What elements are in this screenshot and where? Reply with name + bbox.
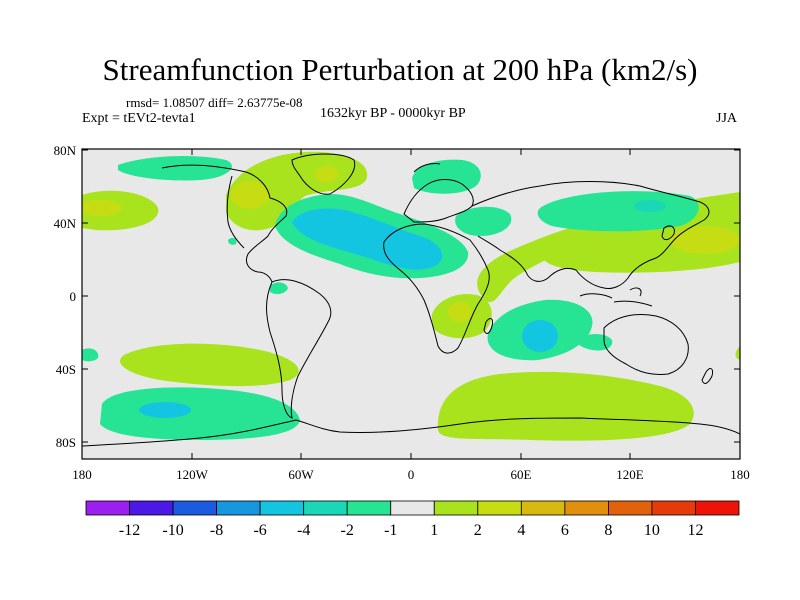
lon-label-60w: 60W [288, 467, 314, 482]
coast-europe [403, 163, 474, 223]
positive-core-west-pacific [670, 226, 740, 254]
colorbar-label: 10 [644, 522, 660, 539]
colorbar-label: -4 [297, 522, 310, 539]
colorbar-swatch-10 [520, 500, 566, 516]
coast-north-america [161, 164, 288, 283]
coast-australia [603, 314, 689, 375]
lat-label-40s: 40S [56, 362, 76, 377]
colorbar-swatch-14 [695, 500, 740, 516]
positive-field-south-pacific [120, 343, 299, 387]
latitude-labels: 80N 40N 0 40S 80S [54, 143, 77, 450]
coast-asia [471, 181, 710, 289]
colorbar-swatch-12 [608, 500, 653, 516]
season-label: JJA [716, 111, 738, 126]
positive-field-north-atlantic-arc [477, 221, 606, 303]
colorbar-swatch-3 [216, 500, 261, 516]
colorbar-label: -2 [341, 522, 354, 539]
lat-label-80n: 80N [54, 143, 77, 158]
coast-new-zealand [701, 368, 713, 384]
positive-core-north-pacific [82, 200, 122, 216]
lat-label-0: 0 [70, 289, 77, 304]
period-label: 1632kyr BP - 0000kyr BP [320, 106, 466, 121]
negative-field-south-atlantic [82, 348, 99, 362]
colorbar-swatch-13 [651, 500, 696, 516]
colorbar-label: -1 [384, 522, 397, 539]
colorbar-swatch-5 [303, 500, 348, 516]
page-title: Streamfunction Perturbation at 200 hPa (… [102, 52, 698, 87]
colorbar: -12 -10 -8 -6 -4 -2 -1 1 2 4 6 8 10 12 [85, 500, 740, 539]
lon-label-180e: 180 [730, 467, 750, 482]
colorbar-label: -12 [119, 522, 140, 539]
colorbar-label: -8 [210, 522, 223, 539]
negative-field-caribbean [228, 237, 237, 245]
coast-antarctica [82, 417, 740, 447]
coast-greenland [291, 153, 356, 195]
positive-field-east-south-pacific [735, 346, 740, 360]
colorbar-label: 4 [517, 522, 525, 539]
colorbar-swatch-0 [85, 500, 130, 516]
negative-core-south-indian [522, 320, 558, 352]
positive-core-africa [448, 302, 472, 322]
negative-field-patagonia [270, 282, 288, 295]
colorbar-label: 12 [687, 522, 703, 539]
positive-field-southern-ocean [437, 371, 694, 441]
stats-text: rmsd= 1.08507 diff= 2.63775e-08 [126, 95, 303, 110]
coast-africa [383, 223, 490, 354]
coast-indonesia [579, 287, 653, 307]
negative-core-southern-pacific [139, 402, 191, 418]
axis-ticks [81, 149, 741, 459]
colorbar-label: 2 [474, 522, 482, 539]
negative-field-eurasia-mid [455, 206, 512, 236]
positive-core-greenland [315, 166, 339, 182]
contour-fields [82, 151, 740, 441]
longitude-labels: 180 120W 60W 0 60E 120E 180 [72, 467, 750, 482]
colorbar-swatch-8 [433, 500, 479, 516]
lon-label-60e: 60E [511, 467, 532, 482]
negative-core-atlantic [292, 208, 443, 270]
negative-field-southern-pacific [100, 387, 300, 440]
colorbar-swatch-1 [129, 500, 174, 516]
colorbar-swatch-11 [564, 500, 609, 516]
coast-japan [661, 225, 675, 241]
colorbar-label: -6 [253, 522, 266, 539]
lat-label-40n: 40N [54, 216, 77, 231]
colorbar-swatch-7 [390, 500, 435, 516]
lon-label-120e: 120E [616, 467, 644, 482]
colorbar-swatch-4 [259, 500, 305, 516]
colorbar-swatch-2 [172, 500, 217, 516]
colorbar-label: 1 [430, 522, 438, 539]
lat-label-80s: 80S [56, 435, 76, 450]
positive-core-north-america [230, 181, 270, 209]
colorbar-label: 6 [561, 522, 569, 539]
lon-label-180w: 180 [72, 467, 92, 482]
lon-label-120w: 120W [176, 467, 209, 482]
coast-madagascar [483, 318, 493, 334]
colorbar-swatch-6 [346, 500, 392, 516]
lon-label-0: 0 [408, 467, 415, 482]
colorbar-swatch-9 [477, 500, 522, 516]
coastlines [82, 153, 740, 447]
coast-south-america [266, 279, 332, 419]
colorbar-label: -10 [162, 522, 183, 539]
negative-core-asia-north [634, 200, 666, 212]
colorbar-label: 8 [604, 522, 612, 539]
experiment-label: Expt = tEVt2-tevta1 [82, 111, 196, 126]
negative-field-arctic-west [118, 155, 232, 181]
